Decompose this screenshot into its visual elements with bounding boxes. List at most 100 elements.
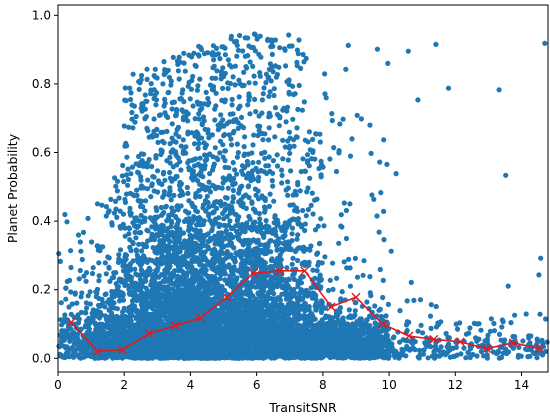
scatter-point — [158, 204, 164, 211]
scatter-point — [196, 116, 202, 122]
scatter-point — [116, 252, 122, 258]
scatter-point — [216, 223, 222, 230]
scatter-point — [478, 327, 484, 333]
scatter-point — [193, 194, 199, 200]
scatter-point — [297, 188, 303, 194]
scatter-point — [121, 179, 127, 185]
scatter-point — [169, 106, 175, 112]
scatter-point — [346, 256, 352, 262]
scatter-point — [380, 294, 386, 301]
scatter-point — [295, 179, 301, 186]
scatter-point — [170, 54, 176, 61]
scatter-point — [133, 235, 139, 241]
scatter-point — [212, 145, 218, 151]
scatter-point — [245, 102, 251, 108]
scatter-point — [240, 48, 246, 54]
scatter-point — [374, 46, 380, 52]
scatter-point — [99, 296, 105, 302]
scatter-point — [136, 86, 142, 92]
scatter-point — [169, 121, 175, 127]
scatter-point — [161, 189, 167, 195]
scatter-point — [191, 214, 197, 220]
scatter-point — [334, 275, 340, 281]
scatter-point — [195, 101, 201, 107]
scatter-point — [289, 43, 295, 49]
scatter-point — [202, 158, 208, 164]
scatter-point — [126, 124, 132, 130]
scatter-point — [228, 142, 235, 148]
scatter-point — [250, 142, 256, 148]
scatter-point — [75, 232, 82, 238]
scatter-point — [343, 235, 349, 242]
scatter-point — [415, 328, 421, 334]
scatter-point — [217, 150, 223, 156]
scatter-point — [167, 154, 173, 160]
scatter-point — [119, 173, 125, 179]
scatter-point — [58, 300, 64, 306]
scatter-point — [445, 85, 452, 91]
scatter-point — [503, 172, 509, 178]
scatter-point — [226, 132, 232, 138]
scatter-point — [266, 93, 272, 99]
scatter-point — [256, 159, 262, 165]
scatter-point — [543, 316, 549, 322]
scatter-point — [329, 111, 335, 117]
scatter-point — [229, 102, 235, 108]
scatter-point — [346, 307, 352, 313]
scatter-point — [384, 161, 390, 167]
scatter-point — [85, 215, 91, 221]
scatter-point — [106, 264, 112, 270]
scatter-point — [330, 260, 336, 266]
scatter-point — [467, 354, 473, 361]
scatter-point — [124, 154, 130, 160]
scatter-point — [416, 347, 423, 353]
scatter-point — [234, 171, 240, 177]
scatter-point — [210, 43, 216, 49]
scatter-point — [380, 277, 386, 283]
scatter-point — [160, 194, 166, 200]
scatter-point — [94, 201, 101, 207]
scatter-point — [83, 300, 89, 306]
scatter-point — [361, 258, 367, 264]
scatter-point — [85, 293, 91, 299]
scatter-point — [206, 135, 212, 141]
scatter-point — [166, 74, 172, 80]
scatter-point — [309, 190, 315, 196]
scatter-point — [280, 137, 286, 143]
scatter-point — [279, 172, 285, 178]
scatter-point — [523, 311, 529, 317]
scatter-point — [284, 79, 290, 85]
scatter-point — [203, 89, 209, 95]
scatter-point — [300, 156, 306, 162]
scatter-point — [241, 144, 247, 150]
scatter-point — [299, 224, 305, 230]
scatter-point — [89, 239, 95, 245]
scatter-point — [217, 276, 223, 282]
scatter-point — [488, 316, 494, 322]
scatter-point — [524, 347, 531, 353]
scatter-point — [234, 141, 240, 147]
scatter-point — [152, 66, 158, 72]
scatter-point — [68, 248, 74, 254]
scatter-point — [336, 150, 342, 156]
scatter-point — [385, 301, 391, 307]
scatter-point — [115, 259, 122, 265]
scatter-point — [214, 205, 220, 211]
scatter-point — [312, 197, 318, 203]
scatter-point — [286, 32, 292, 38]
scatter-point — [280, 156, 286, 162]
scatter-point — [272, 105, 279, 111]
scatter-point — [302, 221, 308, 227]
scatter-point — [197, 76, 203, 82]
scatter-point — [201, 218, 207, 224]
scatter-point — [294, 125, 300, 131]
scatter-point — [137, 80, 143, 86]
scatter-point — [271, 92, 277, 99]
scatter-point — [225, 80, 231, 86]
scatter-point — [496, 87, 502, 93]
scatter-point — [96, 260, 102, 266]
scatter-point — [267, 238, 273, 244]
scatter-point — [266, 154, 272, 160]
scatter-point — [207, 189, 213, 195]
scatter-point — [139, 72, 145, 79]
